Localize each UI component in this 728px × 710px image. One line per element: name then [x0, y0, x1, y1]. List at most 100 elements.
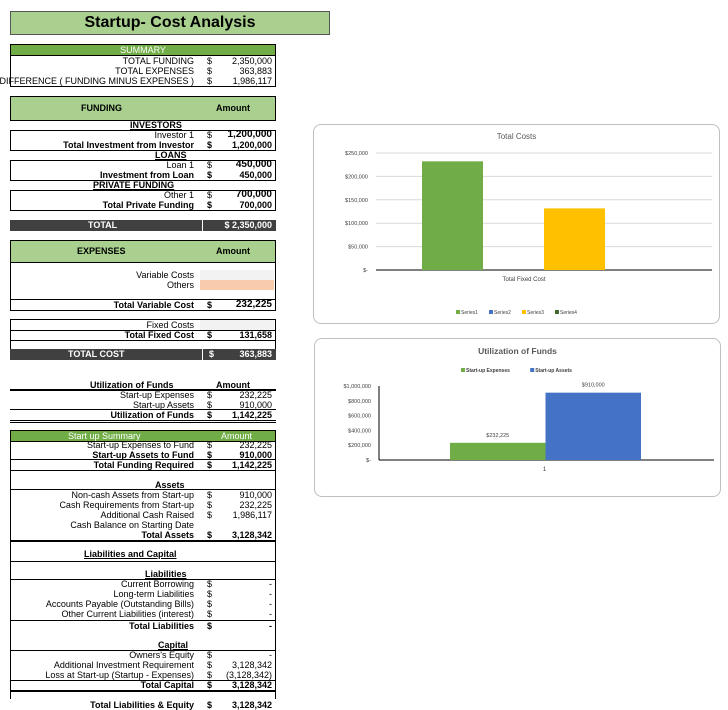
row-label: Cash Requirements from Start-up: [59, 500, 194, 510]
startup-summary-amount: Amount: [221, 431, 253, 441]
table-row: Total Liabilities $ -: [10, 621, 276, 631]
table-row: Total Capital $3,128,342: [10, 680, 276, 690]
table-row: Total Liabilities & Equity $3,128,342: [10, 700, 276, 710]
legend-swatch: [489, 310, 493, 314]
divider: [11, 330, 275, 331]
chart-title: Total Costs: [497, 132, 537, 141]
expenses-amount-label: Amount: [216, 246, 250, 256]
divider: [11, 340, 275, 341]
row-value: 1,986,117: [232, 76, 272, 86]
row-value: 910,000: [239, 400, 272, 410]
utilization-chart[interactable]: Utilization of Funds $- $200,000 $400,000 $6…: [314, 338, 721, 497]
currency-symbol: $: [207, 680, 213, 690]
row-value: 1,200,000: [231, 140, 272, 150]
currency-symbol: $: [207, 140, 213, 150]
currency-symbol: $: [207, 460, 213, 470]
row-label: Start-up Expenses: [119, 390, 194, 400]
row-label: Total Liabilities & Equity: [90, 700, 194, 710]
row-label: Start-up Expenses to Fund: [86, 440, 194, 450]
divider: [10, 409, 276, 410]
row-value: -: [269, 589, 272, 599]
total-cost-bar: TOTAL COST $ 363,883: [10, 349, 276, 360]
table-row: Additional Cash Raised $1,986,117: [10, 510, 276, 520]
currency-symbol: $: [207, 660, 213, 670]
currency-symbol: $: [207, 609, 213, 619]
divider: [11, 459, 275, 460]
section-heading: Liabilities and Capital: [84, 549, 177, 559]
bar-start-up-assets: [545, 392, 641, 460]
row-value[interactable]: 450,000: [235, 159, 272, 170]
startup-summary-label: Start up Summary: [68, 431, 141, 441]
legend-swatch: [555, 310, 559, 314]
x-category-label: Total Fixed Cost: [502, 277, 545, 283]
funding-amount-label: Amount: [216, 103, 250, 113]
row-label: Loan 1: [166, 160, 194, 170]
chart-title: Utilization of Funds: [478, 346, 557, 356]
row-value: 1,142,225: [231, 410, 272, 420]
section-heading: Amount: [216, 380, 250, 390]
table-row: Cash Requirements from Start-up $232,225: [10, 500, 276, 510]
private-funding-heading: PRIVATE FUNDING: [93, 180, 175, 190]
currency-symbol: $: [207, 66, 213, 76]
others-input-cell[interactable]: [200, 280, 274, 290]
row-value[interactable]: 700,000: [235, 189, 272, 200]
row-label: Variable Costs: [136, 270, 194, 280]
y-tick-label: $800,000: [348, 399, 371, 405]
table-row: Total Assets $3,128,342: [10, 530, 276, 540]
row-label: Loss at Start-up (Startup - Expenses): [45, 670, 194, 680]
divider: [11, 680, 275, 681]
y-tick-label: $250,000: [345, 151, 368, 157]
currency-symbol: $: [207, 190, 213, 200]
row-value: 700,000: [239, 200, 272, 210]
row-label: Utilization of Funds: [110, 410, 195, 420]
table-row: Cash Balance on Starting Date: [10, 520, 276, 530]
row-label: Owners's Equity: [129, 650, 194, 660]
variable-input-cell[interactable]: [200, 270, 274, 280]
row-value: -: [269, 609, 272, 619]
y-tick-label: $100,000: [345, 221, 368, 227]
row-value: 363,883: [239, 66, 272, 76]
table-row: Loan 1 $450,000: [10, 159, 276, 171]
row-value: (3,128,342): [225, 670, 272, 680]
total-costs-chart[interactable]: Total Costs $- $50,000 $100,000 $150,000 $200…: [313, 124, 720, 324]
total-cost-currency: $: [202, 349, 214, 360]
row-label: Other Current Liabilities (interest): [61, 609, 194, 619]
fixed-input-cell[interactable]: [200, 320, 274, 330]
row-label: Total Private Funding: [102, 200, 194, 210]
row-label: Total Investment from Investor: [63, 140, 194, 150]
table-row: Start-up Expenses $232,225: [10, 390, 276, 400]
row-label: Total Liabilities: [129, 621, 194, 631]
divider: [11, 489, 275, 490]
currency-symbol: $: [207, 160, 213, 170]
currency-symbol: $: [207, 450, 213, 460]
private-box: [10, 190, 276, 211]
section-heading: Capital: [158, 640, 189, 650]
legend-label: Start-up Assets: [535, 368, 572, 374]
currency-symbol: $: [207, 599, 213, 609]
table-row: Start-up Assets to Fund $910,000: [10, 450, 276, 460]
section-heading: Assets: [155, 480, 185, 490]
expenses-header: EXPENSES Amount: [10, 240, 276, 263]
row-label: TOTAL FUNDING: [122, 56, 194, 66]
fixed-box: [10, 319, 276, 350]
row-label: Total Fixed Cost: [124, 330, 194, 340]
currency-symbol: $: [207, 510, 213, 520]
legend-swatch: [530, 368, 535, 372]
total-label: TOTAL: [88, 220, 118, 230]
row-value[interactable]: 232,225: [235, 299, 272, 310]
table-row: Long-term Liabilities $ -: [10, 589, 276, 599]
expenses-label: EXPENSES: [77, 246, 126, 256]
table-row: Owners's Equity $ -: [10, 650, 276, 660]
total-value: $ 2,350,000: [202, 220, 272, 231]
section-heading: Utilization of Funds: [90, 380, 174, 390]
loans-heading: LOANS: [155, 150, 187, 160]
y-tick-label: $150,000: [345, 198, 368, 204]
row-label: Start-up Assets to Fund: [92, 450, 194, 460]
row-label: Others: [166, 280, 194, 290]
row-value[interactable]: 1,200,000: [227, 129, 273, 140]
row-label: Investment from Loan: [99, 170, 194, 180]
table-row: Accounts Payable (Outstanding Bills) $ -: [10, 599, 276, 609]
y-tick-label: $1,000,000: [343, 384, 371, 390]
investor-box: [10, 130, 276, 151]
row-label: Current Borrowing: [120, 579, 194, 589]
